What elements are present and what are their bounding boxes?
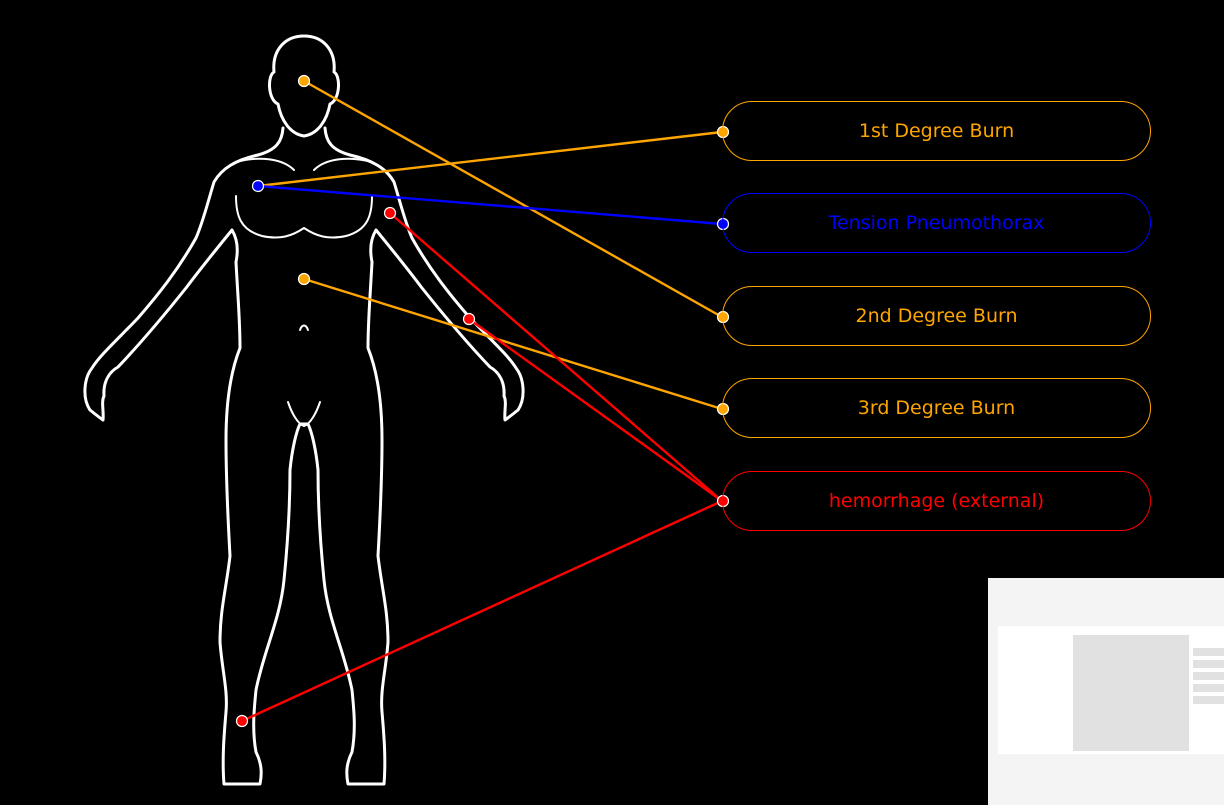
injury-label-text: 1st Degree Burn <box>858 120 1015 142</box>
marker-head-2nd-degree-burn[interactable] <box>297 74 311 88</box>
marker-shoulder-hemorrhage[interactable] <box>383 206 397 220</box>
injury-label-tension-pneumothorax[interactable]: Tension Pneumothorax <box>722 193 1151 253</box>
connector-2nd-degree-burn <box>303 79 723 319</box>
connector-hemorrhage-arm <box>468 318 723 502</box>
connector-hemorrhage-ankle <box>241 499 723 723</box>
placeholder-text-line <box>1193 684 1224 692</box>
placeholder-text-line <box>1193 696 1224 704</box>
navel-detail <box>299 324 309 331</box>
placeholder-text-line <box>1193 660 1224 668</box>
injury-label-text: 2nd Degree Burn <box>855 305 1018 327</box>
marker-abdomen-3rd-degree-burn[interactable] <box>297 272 311 286</box>
injury-label-text: 3rd Degree Burn <box>857 397 1016 419</box>
body-outline <box>83 34 525 786</box>
injury-label-text: hemorrhage (external) <box>828 490 1045 512</box>
connector-3rd-degree-burn <box>303 277 723 411</box>
groin-detail <box>287 401 321 427</box>
clavicle-detail <box>235 157 373 171</box>
injury-label-3rd-degree-burn[interactable]: 3rd Degree Burn <box>722 378 1151 438</box>
connector-1st-degree-burn <box>257 130 723 188</box>
injury-label-hemorrhage-external[interactable]: hemorrhage (external) <box>722 471 1151 531</box>
connector-lines <box>241 79 723 723</box>
torso-outline <box>83 126 525 786</box>
placeholder-text-line <box>1193 648 1224 656</box>
preview-panel[interactable] <box>988 578 1224 805</box>
chest-detail <box>235 195 373 239</box>
injury-label-2nd-degree-burn[interactable]: 2nd Degree Burn <box>722 286 1151 346</box>
connector-hemorrhage-shoulder <box>389 212 723 502</box>
marker-ankle-hemorrhage[interactable] <box>235 714 249 728</box>
preview-card[interactable] <box>998 626 1224 754</box>
head-outline <box>268 34 340 138</box>
injury-label-text: Tension Pneumothorax <box>828 212 1045 234</box>
marker-chest-tension-pneumothorax[interactable] <box>251 179 265 193</box>
body-markers <box>235 74 476 728</box>
marker-arm-hemorrhage[interactable] <box>462 312 476 326</box>
connector-tension-pneumothorax <box>257 184 723 226</box>
injury-label-1st-degree-burn[interactable]: 1st Degree Burn <box>722 101 1151 161</box>
image-placeholder-icon <box>1073 635 1189 751</box>
placeholder-text-line <box>1193 672 1224 680</box>
